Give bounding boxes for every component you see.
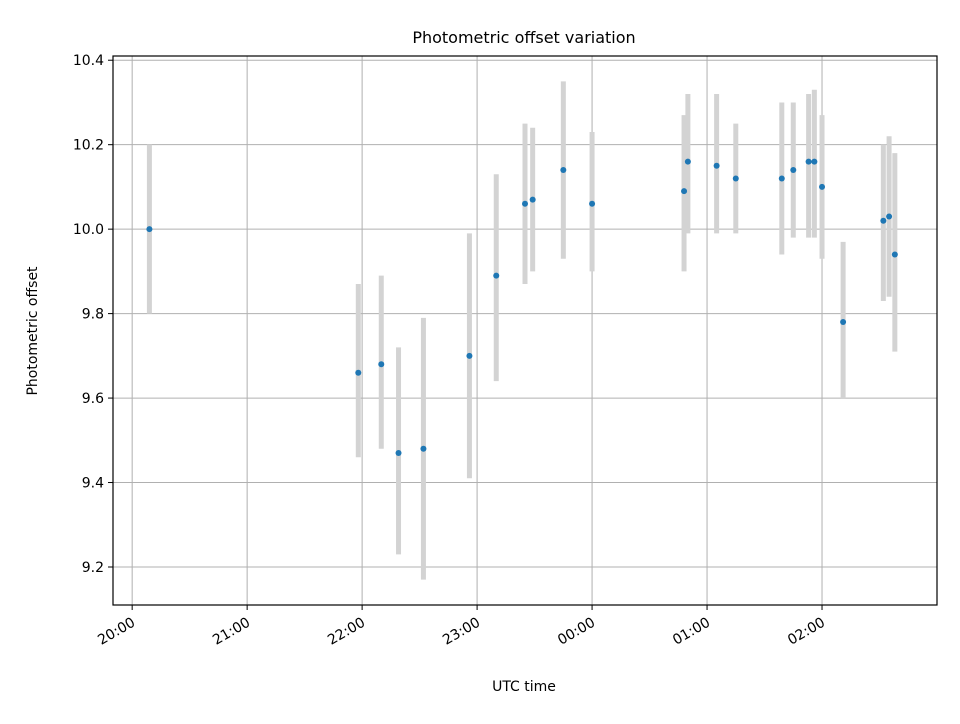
chart-title: Photometric offset variation — [412, 28, 635, 47]
data-point — [681, 188, 688, 195]
data-point — [522, 200, 528, 207]
y-tick-label: 9.4 — [82, 476, 104, 492]
data-point — [811, 158, 818, 165]
data-point — [880, 217, 887, 224]
grid-lines — [113, 56, 937, 605]
data-point — [684, 158, 691, 165]
plot-frame — [112, 55, 938, 606]
data-point — [805, 158, 812, 165]
y-tick-label: 10.0 — [73, 222, 104, 238]
data-point — [778, 175, 785, 182]
y-axis-label: Photometric offset — [25, 266, 41, 396]
data-point — [466, 352, 473, 359]
x-axis-label: UTC time — [492, 679, 556, 695]
data-point — [355, 369, 362, 376]
data-point — [146, 226, 153, 233]
data-point — [560, 167, 567, 174]
y-tick-label: 9.2 — [82, 560, 104, 576]
y-tick-label: 9.8 — [82, 307, 104, 323]
data-point — [420, 445, 427, 452]
data-point — [713, 162, 720, 169]
data-point — [891, 251, 898, 258]
y-tick-label: 10.2 — [73, 138, 104, 154]
data-point — [493, 272, 500, 279]
y-tick-label: 10.4 — [73, 53, 104, 69]
data-point — [886, 213, 893, 220]
data-point — [840, 319, 847, 326]
data-point — [732, 175, 739, 182]
y-axis-ticks: 9.2 9.4 9.6 9.8 10.0 10.2 10.4 — [73, 53, 113, 576]
data-point — [378, 361, 385, 368]
data-point — [589, 200, 596, 207]
data-points — [146, 158, 898, 456]
y-tick-label: 9.6 — [82, 391, 104, 407]
data-point — [395, 449, 402, 456]
data-point — [790, 167, 797, 174]
data-point — [529, 196, 536, 203]
data-point — [819, 183, 826, 190]
